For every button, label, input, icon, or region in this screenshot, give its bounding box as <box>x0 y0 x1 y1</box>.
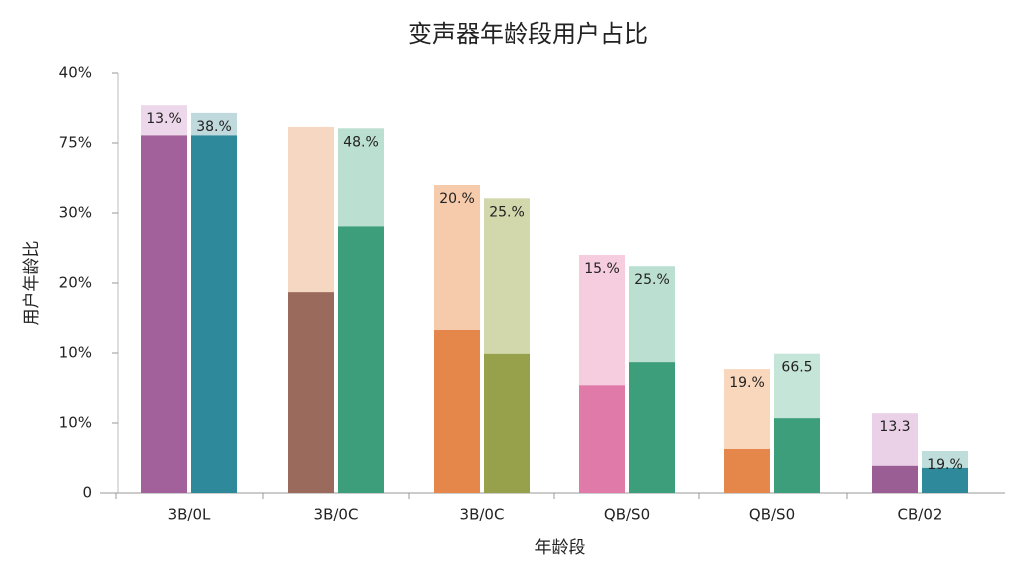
bar-segment <box>288 126 334 293</box>
bar-segment <box>922 451 968 468</box>
y-tick-label: 10% <box>59 414 92 432</box>
bar-segment <box>922 467 968 493</box>
x-tick-label: 3B/0C <box>314 506 359 524</box>
chart-title: 变声器年龄段用户占比 <box>408 20 648 48</box>
bar-segment <box>484 198 530 354</box>
value-label: 66.5 <box>781 360 812 376</box>
bar-segment <box>141 135 187 494</box>
bar-segment <box>872 465 918 493</box>
value-label: 15.% <box>584 261 620 277</box>
value-label: 25.% <box>489 204 525 220</box>
x-tick-label: 3B/0L <box>168 506 211 524</box>
value-label: 38.% <box>196 119 232 135</box>
value-label: 48.% <box>343 134 379 150</box>
bar-segment <box>288 292 334 493</box>
y-tick-label: 20% <box>59 274 92 292</box>
value-label: 20.% <box>439 191 475 207</box>
value-label: 25.% <box>634 272 670 288</box>
bar-segment <box>338 128 384 227</box>
x-tick-label: QB/S0 <box>749 506 795 524</box>
bar-segment <box>141 105 187 136</box>
bar-segment <box>872 413 918 466</box>
y-axis-label: 用户年龄比 <box>22 241 42 326</box>
value-label: 19.% <box>729 375 765 391</box>
bar-segment <box>434 329 480 493</box>
bar-segment <box>724 369 770 449</box>
bar-segment <box>191 135 237 494</box>
bar-segment <box>484 353 530 493</box>
y-tick-label: 30% <box>59 204 92 222</box>
x-tick-label: QB/S0 <box>604 506 650 524</box>
bar-segment <box>434 185 480 330</box>
bar-segment <box>774 418 820 493</box>
y-tick-label: 75% <box>59 134 92 152</box>
y-tick-label: 10% <box>59 344 92 362</box>
bar-segment <box>774 353 820 419</box>
value-label: 13.3 <box>879 419 910 435</box>
bar-segment <box>629 266 675 363</box>
bar-segment <box>629 362 675 493</box>
bar-segment <box>191 112 237 136</box>
x-axis-label: 年龄段 <box>535 538 586 558</box>
x-tick-label: 3B/0C <box>460 506 505 524</box>
bar-segment <box>579 385 625 493</box>
x-tick-label: CB/02 <box>898 506 943 524</box>
y-tick-label: 40% <box>59 64 92 82</box>
value-label: 19.% <box>927 457 963 473</box>
bar-segment <box>338 226 384 494</box>
bar-segment <box>724 448 770 493</box>
value-label: 13.% <box>146 111 182 127</box>
y-tick-label: 0 <box>82 484 92 502</box>
bar-segment <box>579 255 625 386</box>
